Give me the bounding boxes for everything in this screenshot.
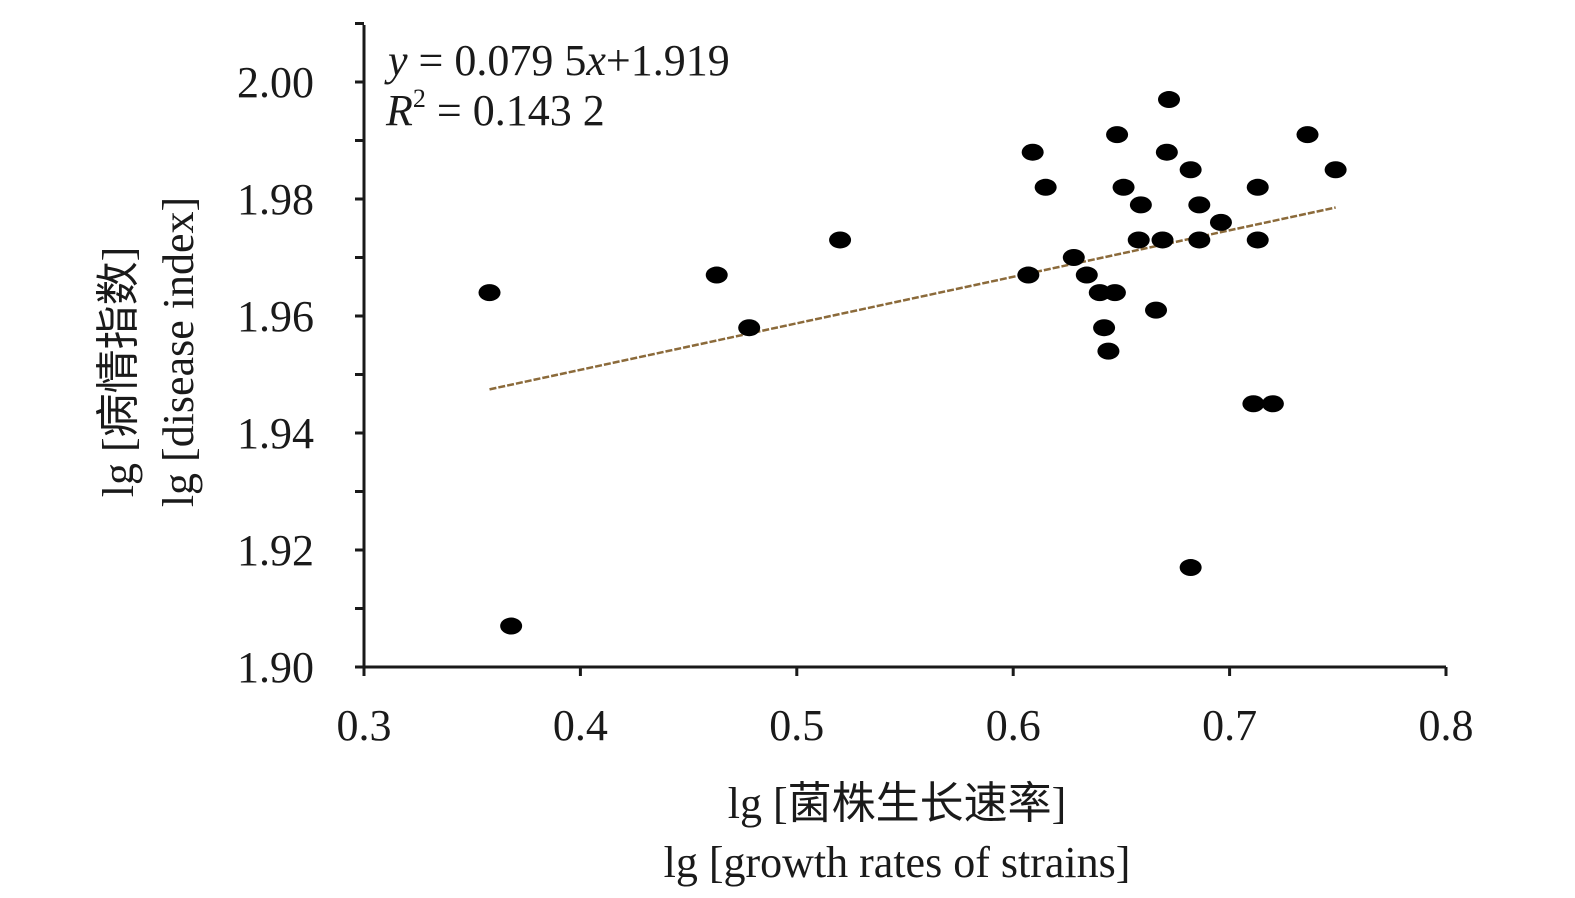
data-point [1296, 126, 1319, 144]
x-tick-label: 0.6 [986, 701, 1041, 750]
x-tick-label: 0.4 [553, 701, 608, 750]
y-tick-label: 1.98 [237, 175, 314, 224]
data-point [1129, 196, 1152, 214]
x-tick-label: 0.5 [769, 701, 824, 750]
data-points [478, 91, 1347, 635]
equation-label: y = 0.079 5x+1.919 [384, 36, 730, 85]
data-point [1209, 213, 1232, 231]
x-tick-label: 0.7 [1202, 701, 1257, 750]
x-tick-label: 0.3 [337, 701, 392, 750]
x-axis-title-en: lg [growth rates of strains] [664, 838, 1131, 887]
equation-y: y [384, 36, 408, 85]
data-point [1246, 178, 1269, 196]
y-axis-ticks: 1.90 1.92 1.94 1.96 1.98 2.00 [237, 58, 364, 692]
y-tick-label: 1.92 [237, 526, 314, 575]
data-point [1188, 196, 1211, 214]
data-point [829, 231, 852, 249]
data-point [705, 266, 728, 284]
data-point [1062, 249, 1085, 266]
data-point [1106, 126, 1129, 144]
y-axis-title-cn: lg [病情指数] [94, 247, 143, 498]
data-point [478, 284, 501, 302]
data-point [1103, 284, 1126, 302]
y-tick-label: 2.00 [237, 58, 314, 107]
y-tick-label: 1.94 [237, 409, 314, 458]
data-point [1093, 319, 1116, 337]
data-point [1088, 284, 1111, 302]
data-point [1034, 178, 1057, 196]
r2-r: R [385, 86, 413, 135]
equation-x: x [585, 36, 606, 85]
data-point [1097, 342, 1120, 360]
data-point [1155, 143, 1178, 161]
data-point [1188, 231, 1211, 249]
trendline [489, 206, 1336, 391]
data-point [1151, 231, 1174, 249]
equation-part1: = 0.079 5 [408, 36, 587, 85]
data-point [1246, 231, 1269, 249]
y-axis-title-en: lg [disease index] [154, 197, 203, 507]
data-point [1145, 301, 1168, 319]
data-point [1242, 395, 1265, 413]
x-axis-title-cn: lg [菌株生长速率] [728, 779, 1067, 828]
data-point [1179, 559, 1202, 577]
x-tick-label: 0.8 [1419, 701, 1474, 750]
data-point [1324, 161, 1347, 179]
equation-part2: +1.919 [606, 36, 730, 85]
data-point [1021, 143, 1044, 161]
data-point [500, 617, 523, 635]
data-point [738, 319, 761, 337]
data-point [1112, 178, 1135, 196]
x-axis-ticks: 0.3 0.4 0.5 0.6 0.7 0.8 [337, 667, 1474, 750]
data-point [1017, 266, 1040, 284]
r-squared-label: R2 = 0.143 2 [385, 84, 605, 135]
data-point [1075, 266, 1098, 284]
data-point [1158, 91, 1181, 109]
y-tick-label: 1.96 [237, 292, 314, 341]
data-point [1127, 231, 1150, 249]
data-point [1179, 161, 1202, 179]
data-point [1261, 395, 1284, 413]
r2-superscript: 2 [413, 84, 426, 113]
y-tick-label: 1.90 [237, 643, 314, 692]
r2-value: = 0.143 2 [426, 86, 605, 135]
